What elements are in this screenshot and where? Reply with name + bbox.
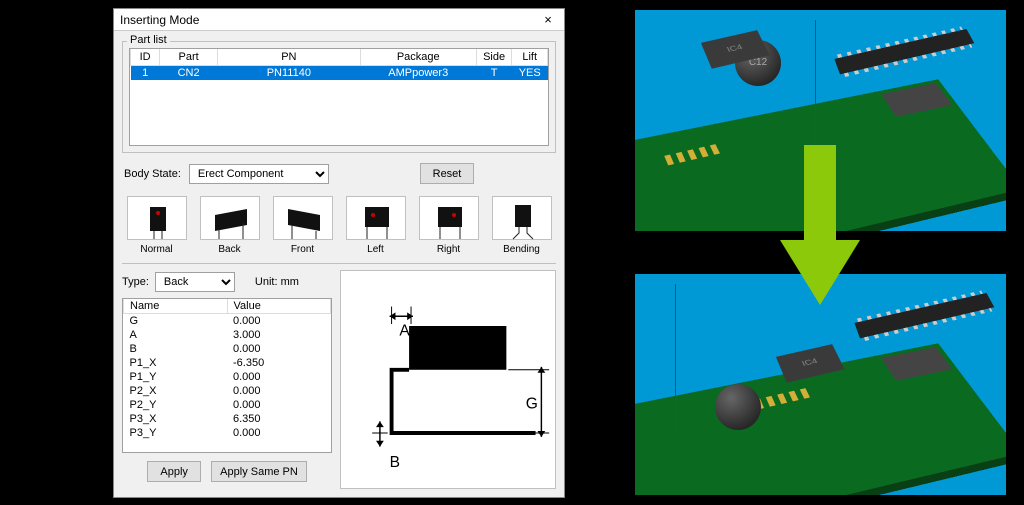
pcb-view-after: IC4	[633, 272, 1008, 497]
param-table-wrap: Name Value G0.000A3.000B0.000P1_X-6.350P…	[122, 298, 332, 453]
param-table[interactable]: Name Value G0.000A3.000B0.000P1_X-6.350P…	[123, 299, 331, 440]
diagram-label-a: A	[399, 323, 410, 340]
param-row[interactable]: P2_X0.000	[124, 384, 331, 398]
type-select[interactable]: Back	[155, 272, 235, 292]
thumb-normal[interactable]: Normal	[124, 196, 189, 255]
partlist-legend: Part list	[127, 34, 170, 46]
col-part[interactable]: Part	[160, 49, 218, 66]
diagram-label-b: B	[390, 454, 400, 471]
col-side[interactable]: Side	[476, 49, 512, 66]
apply-button[interactable]: Apply	[147, 461, 201, 482]
param-row[interactable]: P3_X6.350	[124, 412, 331, 426]
param-row[interactable]: P3_Y0.000	[124, 426, 331, 440]
type-label: Type:	[122, 276, 149, 288]
inserting-mode-dialog: Inserting Mode × Part list ID Part PN Pa…	[113, 8, 565, 498]
arrow-icon	[780, 145, 860, 305]
param-row[interactable]: G0.000	[124, 314, 331, 329]
thumb-bending[interactable]: Bending	[489, 196, 554, 255]
col-id[interactable]: ID	[131, 49, 160, 66]
table-row[interactable]: 1 CN2 PN11140 AMPpower3 T YES	[131, 66, 548, 81]
param-row[interactable]: P2_Y0.000	[124, 398, 331, 412]
bodystate-select[interactable]: Erect Component	[189, 164, 329, 184]
bodystate-row: Body State: Erect Component Reset	[124, 163, 554, 184]
param-row[interactable]: P1_Y0.000	[124, 370, 331, 384]
unit-label: Unit: mm	[255, 276, 299, 288]
thumb-row: Normal Back Front Left	[122, 192, 556, 264]
diagram-label-g: G	[526, 396, 538, 413]
thumb-back[interactable]: Back	[197, 196, 262, 255]
reset-button[interactable]: Reset	[420, 163, 474, 184]
thumb-front[interactable]: Front	[270, 196, 335, 255]
dimension-diagram: A G B	[340, 270, 556, 489]
param-row[interactable]: A3.000	[124, 328, 331, 342]
col-package[interactable]: Package	[360, 49, 476, 66]
close-icon[interactable]: ×	[538, 12, 558, 27]
thumb-right[interactable]: Right	[416, 196, 481, 255]
param-row[interactable]: B0.000	[124, 342, 331, 356]
thumb-left[interactable]: Left	[343, 196, 408, 255]
col-pn[interactable]: PN	[218, 49, 361, 66]
window-title: Inserting Mode	[120, 13, 199, 27]
apply-same-pn-button[interactable]: Apply Same PN	[211, 461, 307, 482]
partlist-table[interactable]: ID Part PN Package Side Lift 1 CN2 PN111…	[130, 49, 548, 80]
param-row[interactable]: P1_X-6.350	[124, 356, 331, 370]
partlist-table-wrap: ID Part PN Package Side Lift 1 CN2 PN111…	[129, 48, 549, 146]
titlebar: Inserting Mode ×	[114, 9, 564, 31]
col-lift[interactable]: Lift	[512, 49, 548, 66]
partlist-groupbox: Part list ID Part PN Package Side Lift	[122, 41, 556, 153]
bodystate-label: Body State:	[124, 168, 181, 180]
